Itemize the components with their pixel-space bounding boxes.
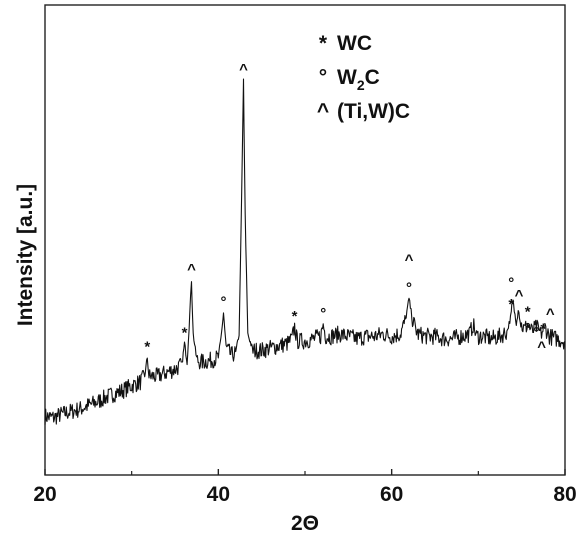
peak-marker: *	[508, 296, 514, 313]
peak-marker: °	[406, 280, 412, 297]
peak-marker: °	[221, 294, 227, 311]
peak-marker: *	[292, 308, 298, 325]
peak-marker: °	[320, 306, 326, 323]
legend-label: (Ti,W)C	[337, 100, 410, 123]
peak-marker: °	[508, 275, 514, 292]
peak-marker: *	[144, 339, 150, 356]
peak-marker: ^	[187, 261, 196, 278]
plot-border	[44, 4, 566, 476]
peak-markers: **^°^* °°^*°^*° ° *^^	[144, 61, 555, 355]
peak-marker: °	[533, 324, 539, 341]
x-tick-label-80: 80	[553, 483, 576, 506]
x-axis-title: 2Θ	[291, 512, 319, 535]
series-layer	[44, 78, 566, 425]
y-axis-title: Intensity [a.u.]	[14, 184, 37, 326]
legend-symbol: °	[319, 66, 327, 89]
legend-label: W2C	[337, 66, 380, 93]
peak-marker: ^	[537, 339, 546, 356]
peak-marker: ^	[239, 61, 248, 78]
legend: * WC ° W2C ^ (Ti,W)C	[317, 32, 410, 123]
peak-marker: *	[525, 303, 531, 320]
xrd-pattern-line	[44, 78, 566, 425]
legend-symbol: ^	[317, 100, 329, 123]
legend-label: WC	[337, 32, 372, 55]
peak-marker: *	[182, 324, 188, 341]
x-tick-label-20: 20	[33, 483, 56, 506]
legend-symbol: *	[319, 32, 328, 55]
peak-marker: ^	[546, 306, 555, 323]
x-axis-ticks: 20 40 60 80	[33, 469, 577, 506]
peak-marker: *	[540, 321, 546, 338]
peak-marker: ^	[405, 252, 414, 269]
x-tick-label-60: 60	[380, 483, 403, 506]
plot-frame	[44, 4, 566, 476]
peak-marker: ^	[515, 287, 524, 304]
x-tick-label-40: 40	[207, 483, 230, 506]
peak-marker: °	[525, 321, 531, 338]
